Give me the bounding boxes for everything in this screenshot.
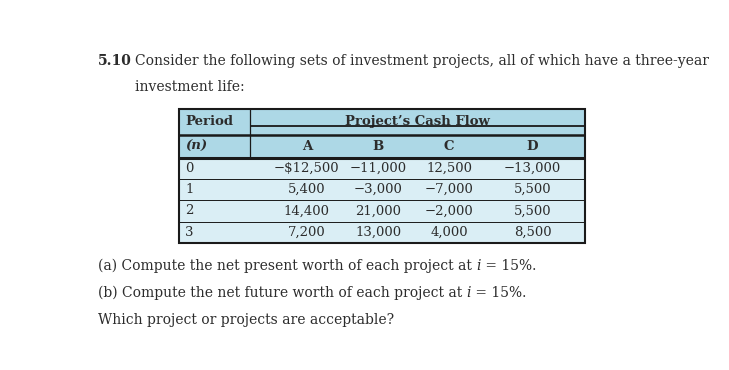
Bar bbox=[179, 222, 585, 243]
Text: −7,000: −7,000 bbox=[425, 183, 474, 196]
Text: i: i bbox=[467, 286, 471, 300]
Bar bbox=[179, 200, 585, 222]
Text: Consider the following sets of investment projects, all of which have a three-ye: Consider the following sets of investmen… bbox=[135, 54, 709, 68]
Text: 5.10: 5.10 bbox=[98, 54, 132, 68]
Text: 4,000: 4,000 bbox=[430, 226, 468, 239]
Text: 2: 2 bbox=[185, 204, 194, 218]
Text: 1: 1 bbox=[185, 183, 194, 196]
Text: −$12,500: −$12,500 bbox=[274, 162, 340, 175]
Text: A: A bbox=[302, 139, 312, 152]
Bar bbox=[179, 135, 585, 158]
Text: C: C bbox=[444, 139, 454, 152]
Text: 5,400: 5,400 bbox=[288, 183, 326, 196]
Text: = 15%.: = 15%. bbox=[471, 286, 526, 300]
Text: D: D bbox=[527, 139, 538, 152]
Text: 14,400: 14,400 bbox=[284, 204, 330, 218]
Text: −2,000: −2,000 bbox=[425, 204, 474, 218]
Text: 5,500: 5,500 bbox=[514, 204, 551, 218]
Text: Project’s Cash Flow: Project’s Cash Flow bbox=[346, 115, 490, 128]
Text: −11,000: −11,000 bbox=[349, 162, 407, 175]
Text: 0: 0 bbox=[185, 162, 194, 175]
Text: B: B bbox=[373, 139, 383, 152]
Text: 12,500: 12,500 bbox=[426, 162, 472, 175]
Text: 8,500: 8,500 bbox=[514, 226, 551, 239]
Text: (b) Compute the net future worth of each project at: (b) Compute the net future worth of each… bbox=[98, 286, 467, 300]
Text: −13,000: −13,000 bbox=[504, 162, 561, 175]
Text: 3: 3 bbox=[185, 226, 194, 239]
Text: 5,500: 5,500 bbox=[514, 183, 551, 196]
Text: −3,000: −3,000 bbox=[354, 183, 402, 196]
Text: (a) Compute the net present worth of each project at: (a) Compute the net present worth of eac… bbox=[98, 259, 476, 273]
Text: = 15%.: = 15%. bbox=[480, 259, 536, 273]
Text: 7,200: 7,200 bbox=[288, 226, 326, 239]
Text: investment life:: investment life: bbox=[135, 80, 245, 94]
Bar bbox=[179, 179, 585, 200]
Text: i: i bbox=[476, 259, 480, 273]
Text: Which project or projects are acceptable?: Which project or projects are acceptable… bbox=[98, 313, 394, 327]
Bar bbox=[179, 158, 585, 179]
Text: 21,000: 21,000 bbox=[355, 204, 401, 218]
Text: 13,000: 13,000 bbox=[355, 226, 401, 239]
Bar bbox=[179, 108, 585, 135]
Text: (n): (n) bbox=[185, 139, 208, 152]
Text: Period: Period bbox=[185, 115, 233, 128]
